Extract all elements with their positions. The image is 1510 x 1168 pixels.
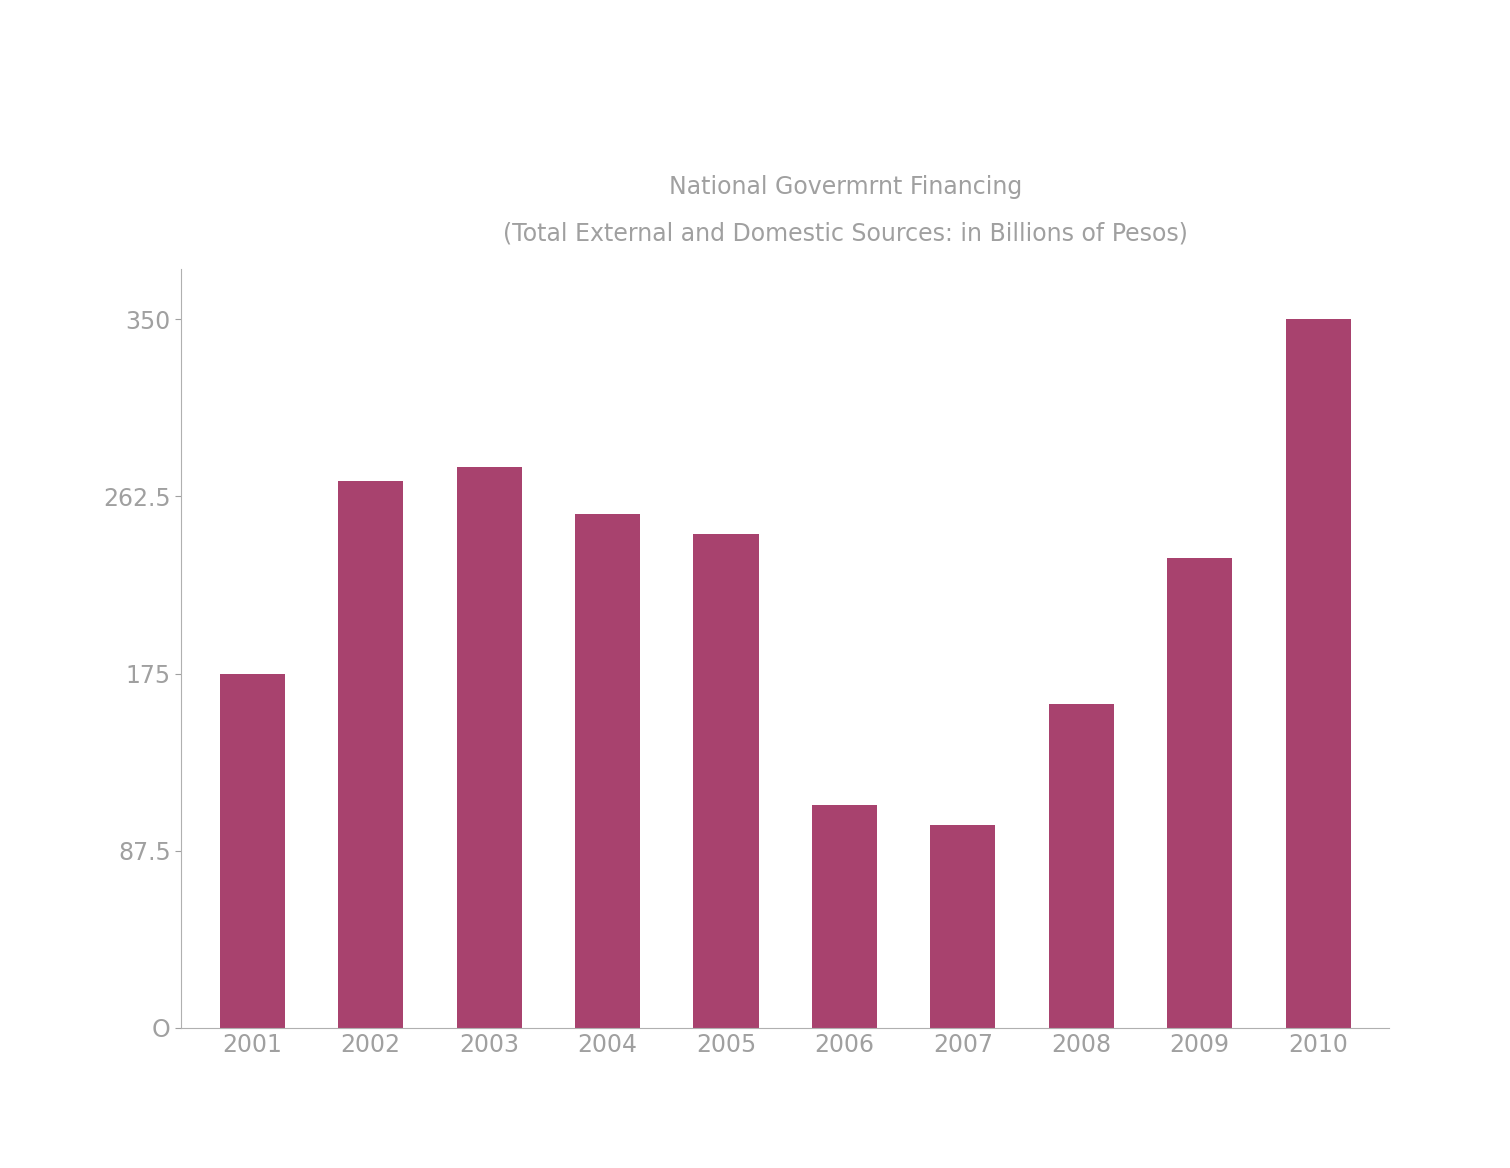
Bar (812, 805, 877, 1028)
Bar (1285, 319, 1351, 1028)
Bar (219, 674, 285, 1028)
Text: (Total External and Domestic Sources: in Billions of Pesos): (Total External and Domestic Sources: in… (503, 221, 1188, 245)
Bar (1049, 704, 1114, 1028)
Bar (930, 826, 995, 1028)
Bar (338, 481, 403, 1028)
Bar (575, 514, 640, 1028)
Bar (456, 467, 521, 1028)
Bar (693, 534, 758, 1028)
Text: National Govermrnt Financing: National Govermrnt Financing (669, 174, 1022, 199)
Bar (1167, 558, 1232, 1028)
